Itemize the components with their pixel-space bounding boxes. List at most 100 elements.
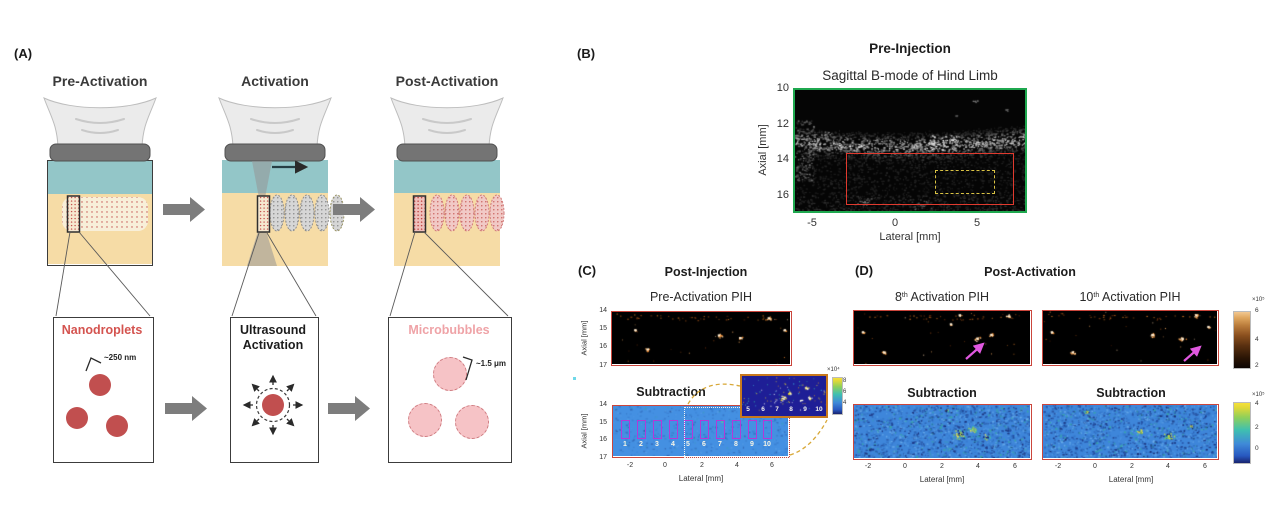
panel-d-subtraction-right-title: Subtraction: [1096, 386, 1166, 400]
panel-a-label: (A): [14, 46, 33, 61]
tick-label: 4: [735, 462, 739, 469]
tick-label: 5: [973, 217, 981, 229]
region-rect: [700, 420, 709, 439]
tick-label: 6: [1203, 463, 1207, 470]
panel-d-pih-right-title: 10th Activation PIH: [1079, 290, 1180, 304]
nanodroplet-size-label: ~250 nm: [104, 353, 137, 362]
tick-label: 16: [776, 189, 789, 201]
stage-title-post-activation: Post-Activation: [395, 73, 499, 89]
tick-label: 4: [1255, 336, 1259, 343]
panel-c-pih-title: Pre-Activation PIH: [649, 290, 753, 304]
region-rect: [653, 420, 662, 439]
panel-c-subtraction-title: Subtraction: [636, 385, 706, 399]
pih-left-rest: Activation PIH: [907, 290, 990, 304]
activation10-pih-frame: [1042, 310, 1219, 366]
pih-left-sup: th: [901, 292, 908, 299]
pih-colorbar-label: ×10⁵: [1252, 297, 1265, 303]
ultrasound-title-line2: Activation: [242, 338, 304, 352]
ultrasound-probe-icon: [390, 97, 504, 162]
tick-label: -2: [1054, 463, 1062, 470]
d-subtraction-right-frame: [1042, 404, 1219, 460]
subtraction-colorbar: [1233, 402, 1251, 464]
inset-number: 8: [789, 406, 793, 413]
activation10-pih-image: [1043, 311, 1217, 364]
tissue-layer: [394, 193, 500, 266]
d-subtraction-left-frame: [853, 404, 1032, 460]
artifact-dot: [573, 377, 576, 380]
tick-label: 14: [599, 401, 607, 408]
pih-right-rest: Activation PIH: [1099, 290, 1181, 304]
nanodroplet-circle: [106, 415, 128, 437]
tick-label: 2: [940, 463, 944, 470]
b-x-axis-label: Lateral [mm]: [879, 231, 941, 243]
c-sub-y-axis-label: Axial [mm]: [579, 413, 589, 449]
tick-label: 16: [599, 343, 607, 350]
stage-title-pre-activation: Pre-Activation: [52, 73, 148, 89]
tick-label: 10: [776, 82, 789, 94]
microbubbles-title: Microbubbles: [408, 323, 490, 337]
region-number: 7: [718, 441, 722, 448]
panel-d-pih-left-title: 8th Activation PIH: [895, 290, 989, 304]
inset-number: 10: [815, 406, 823, 413]
microbubble-circle: [455, 405, 489, 439]
region-number: 9: [750, 441, 754, 448]
gel-layer: [222, 160, 328, 193]
panel-b-subtitle: Sagittal B-mode of Hind Limb: [822, 68, 998, 83]
region-rect: [716, 420, 725, 439]
inset-colorbar-label: ×10⁴: [827, 367, 840, 373]
tick-label: -5: [807, 217, 817, 229]
subtraction-colorbar-label: ×10⁵: [1252, 392, 1265, 398]
microbubble-size-label: ~1.5 μm: [476, 359, 507, 368]
tick-label: 16: [599, 436, 607, 443]
d-subtraction-right-image: [1043, 405, 1217, 458]
bmode-ultrasound-image: [795, 90, 1025, 211]
d-subtraction-left-image: [854, 405, 1030, 458]
tick-label: 0: [1093, 463, 1097, 470]
pih-left-base: 8: [894, 290, 902, 304]
nanodroplet-circle: [66, 407, 88, 429]
region-number: 10: [763, 441, 771, 448]
region-number: 5: [686, 441, 690, 448]
d-x-axis-label-left: Lateral [mm]: [919, 475, 965, 484]
microbubble-circle: [408, 403, 442, 437]
panel-b-label: (B): [577, 46, 596, 61]
tick-label: 2: [700, 462, 704, 469]
bmode-image-frame: [793, 88, 1027, 213]
region-rect: [748, 420, 757, 439]
zoom-inset-frame: [740, 374, 828, 418]
tick-label: -2: [626, 462, 634, 469]
tick-label: 17: [599, 454, 607, 461]
tick-label: 0: [663, 462, 667, 469]
tick-label: 12: [776, 118, 789, 130]
region-rect: [732, 420, 741, 439]
pih-right-sup: th: [1093, 292, 1100, 299]
tick-label: 4: [843, 400, 847, 406]
tick-label: 6: [1013, 463, 1017, 470]
tick-label: 15: [599, 419, 607, 426]
stage-title-activation: Activation: [241, 73, 309, 89]
tick-label: 4: [1255, 400, 1259, 407]
c-x-axis-label: Lateral [mm]: [678, 474, 724, 483]
tick-label: 14: [776, 153, 789, 165]
tick-label: 6: [1255, 307, 1259, 314]
panel-d-subtraction-left-title: Subtraction: [907, 386, 977, 400]
inset-number: 7: [775, 406, 779, 413]
gel-layer: [394, 160, 500, 193]
region-rect: [637, 420, 646, 439]
phantom-box-activation: [222, 160, 328, 266]
ultrasound-title-line1: Ultrasound: [240, 323, 306, 337]
roi-rectangle: [846, 153, 1014, 205]
activation8-pih-frame: [853, 310, 1032, 366]
panel-d-title: Post-Activation: [984, 265, 1076, 279]
ultrasound-probe-icon: [218, 97, 332, 162]
inset-colorbar: [832, 377, 843, 415]
tick-label: 15: [599, 325, 607, 332]
tick-label: 4: [976, 463, 980, 470]
zoom-source-rectangle: [684, 407, 790, 458]
tick-label: 2: [1255, 362, 1259, 369]
panel-b-title: Pre-Injection: [869, 41, 951, 56]
region-number: 6: [702, 441, 706, 448]
pre-activation-pih-image: [612, 312, 790, 364]
tick-label: 8: [843, 378, 847, 384]
